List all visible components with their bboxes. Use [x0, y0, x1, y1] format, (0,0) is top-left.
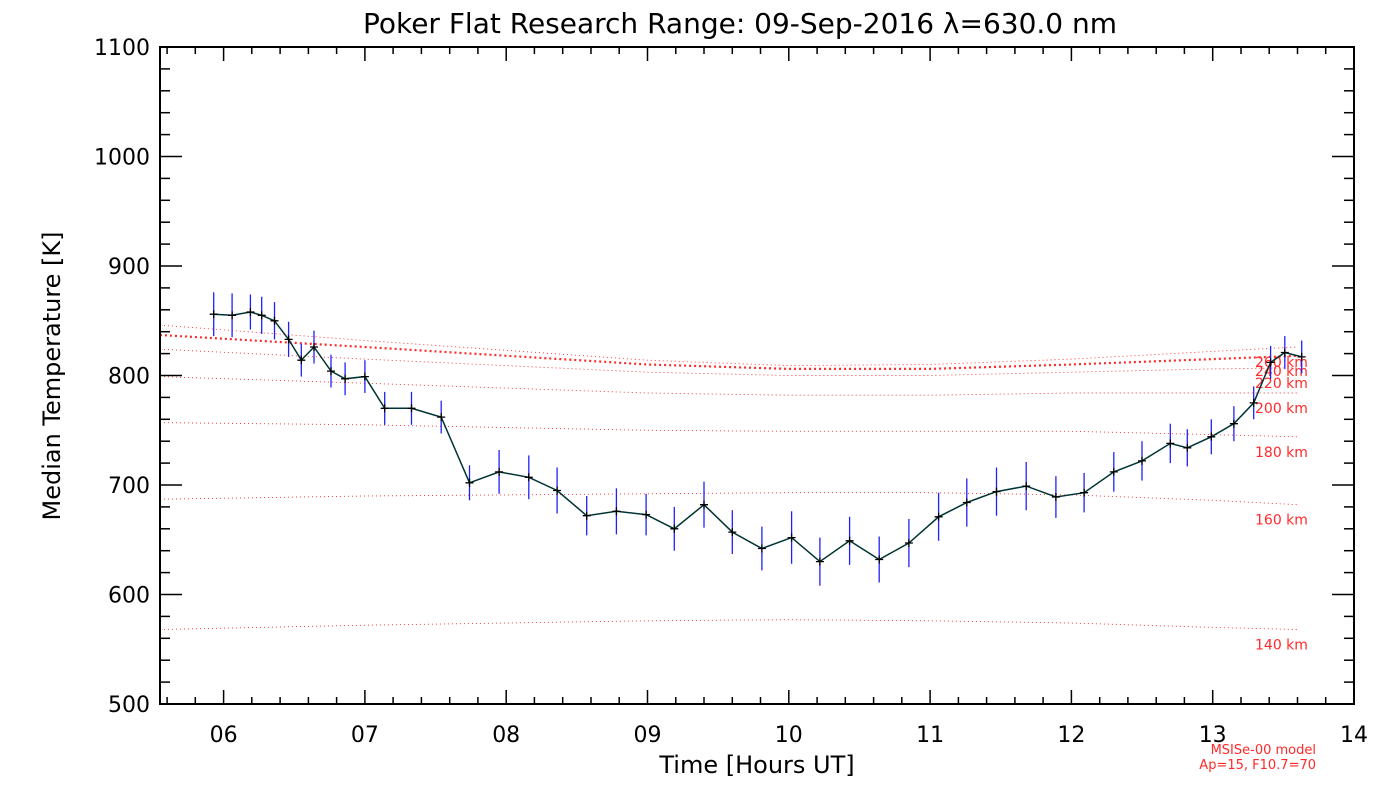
model-curve-label-3: 200 km — [1255, 401, 1308, 417]
axis-tick-labels: 06 07 08 09 10 11 12 13 14 500 600 700 800 900 1000 110… — [94, 36, 1368, 748]
series-line-0 — [213, 311, 1302, 563]
data-point-13 — [437, 413, 446, 422]
model-curve-label-1: 160 km — [1255, 513, 1308, 529]
data-point-45 — [1297, 352, 1306, 361]
data-point-16 — [524, 473, 533, 482]
data-point-8 — [327, 367, 335, 376]
data-point-33 — [1022, 482, 1031, 491]
data-point-30 — [934, 512, 943, 521]
data-point-24 — [757, 544, 766, 553]
model-curve-3 — [159, 376, 1298, 396]
data-point-7 — [310, 343, 318, 351]
x-tick-label-7: 13 — [1199, 723, 1227, 748]
y-tick-label-6: 1100 — [94, 36, 150, 61]
chart-title: Poker Flat Research Range: 09-Sep-2016 λ… — [363, 7, 1117, 40]
data-point-27 — [845, 536, 854, 545]
data-point-18 — [582, 511, 591, 520]
model-note-line-1: MSISe-00 model — [1211, 743, 1316, 758]
data-point-25 — [787, 533, 796, 542]
y-tick-label-3: 800 — [108, 365, 150, 390]
x-tick-label-4: 10 — [775, 723, 803, 748]
x-tick-label-0: 06 — [210, 723, 238, 748]
model-curve-5 — [159, 333, 1298, 370]
data-point-21 — [670, 524, 679, 533]
data-point-10 — [360, 372, 369, 381]
data-point-37 — [1138, 456, 1146, 465]
model-curve-2 — [159, 422, 1298, 438]
x-tick-label-6: 12 — [1057, 723, 1085, 748]
data-point-3 — [257, 311, 266, 320]
data-point-11 — [380, 404, 389, 413]
data-point-26 — [815, 557, 824, 566]
model-curve-6 — [159, 324, 1298, 367]
y-axis-label: Median Temperature [K] — [38, 231, 66, 520]
data-point-41 — [1229, 419, 1238, 428]
x-tick-label-2: 08 — [492, 723, 520, 748]
data-point-29 — [904, 539, 913, 547]
data-point-14 — [465, 478, 474, 487]
data-point-43 — [1266, 358, 1275, 367]
model-curve-label-4: 220 km — [1255, 376, 1308, 392]
data-point-19 — [612, 507, 621, 516]
data-point-35 — [1080, 488, 1089, 497]
y-tick-label-1: 600 — [108, 584, 150, 609]
data-series — [209, 292, 1306, 586]
data-point-32 — [992, 487, 1001, 496]
x-tick-label-3: 09 — [634, 723, 662, 748]
data-point-44 — [1280, 348, 1289, 357]
data-point-20 — [642, 510, 651, 519]
data-point-23 — [728, 528, 737, 537]
data-point-12 — [407, 404, 416, 413]
data-point-38 — [1166, 439, 1175, 448]
data-point-5 — [284, 335, 293, 344]
model-curve-label-0: 140 km — [1255, 638, 1308, 654]
model-curve-4 — [159, 348, 1298, 376]
data-point-4 — [270, 316, 279, 325]
data-point-1 — [228, 311, 237, 320]
y-tick-label-2: 700 — [108, 474, 150, 499]
data-point-34 — [1051, 493, 1060, 501]
data-point-0 — [209, 310, 218, 319]
model-curve-0 — [159, 619, 1298, 630]
model-curve-label-2: 180 km — [1255, 445, 1308, 461]
x-tick-label-1: 07 — [351, 723, 379, 748]
y-tick-label-5: 1000 — [94, 146, 150, 171]
data-point-36 — [1109, 467, 1118, 476]
axis-ticks — [160, 46, 1355, 705]
y-tick-label-0: 500 — [108, 693, 150, 718]
data-point-9 — [341, 374, 350, 383]
model-curve-1 — [159, 492, 1298, 506]
data-point-6 — [297, 356, 306, 365]
data-point-17 — [553, 486, 562, 495]
y-tick-label-4: 900 — [108, 255, 150, 280]
data-point-40 — [1207, 432, 1216, 441]
data-point-15 — [495, 467, 504, 476]
data-point-31 — [962, 498, 971, 507]
data-point-42 — [1249, 398, 1258, 407]
x-tick-label-8: 14 — [1340, 723, 1368, 748]
x-tick-label-5: 11 — [916, 723, 944, 748]
x-axis-label: Time [Hours UT] — [658, 751, 854, 779]
data-point-2 — [246, 308, 255, 316]
data-point-28 — [875, 555, 884, 564]
data-point-39 — [1183, 443, 1192, 452]
data-point-22 — [700, 500, 708, 509]
model-note-line-2: Ap=15, F10.7=70 — [1199, 758, 1316, 773]
